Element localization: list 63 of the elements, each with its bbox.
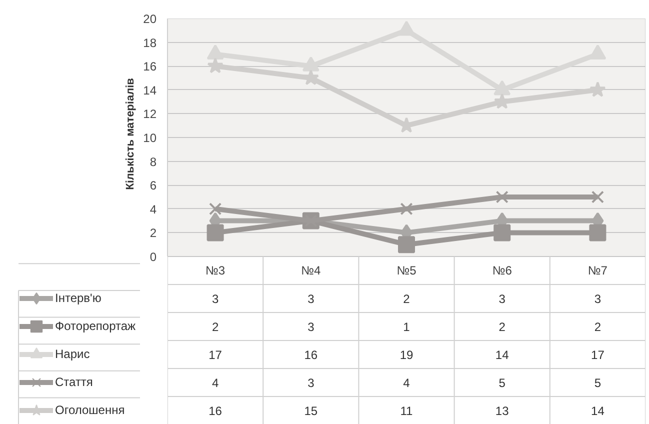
y-axis-title: Кількість матеріалів <box>124 78 136 190</box>
data-label: 5 <box>594 376 602 390</box>
point <box>207 58 224 74</box>
y-tick-label: 8 <box>150 154 157 169</box>
data-label: 3 <box>498 292 506 306</box>
point <box>206 224 224 242</box>
point <box>590 81 606 97</box>
legend-label: Фоторепортаж <box>55 318 136 335</box>
data-label: 16 <box>208 404 222 418</box>
data-label: 14 <box>495 348 510 362</box>
x-tick-label: №3 <box>206 264 226 278</box>
y-tick-label: 12 <box>143 107 157 122</box>
y-tick-label: 2 <box>150 226 157 240</box>
y-tick-label: 16 <box>143 60 157 74</box>
legend-label: Нарис <box>55 346 90 363</box>
legend-label: Стаття <box>55 374 93 391</box>
data-label: 2 <box>498 320 506 334</box>
data-label: 14 <box>591 404 605 418</box>
data-label: 4 <box>403 376 410 390</box>
point <box>302 70 320 86</box>
point <box>398 20 415 36</box>
data-label: 3 <box>594 292 602 306</box>
point <box>398 236 415 254</box>
y-tick-label: 0 <box>150 250 157 264</box>
x-tick-label: №7 <box>588 264 608 278</box>
data-label: 1 <box>403 320 410 334</box>
data-label: 15 <box>304 404 318 418</box>
data-label: 19 <box>400 348 414 362</box>
data-label: 5 <box>498 376 506 390</box>
y-tick-label: 14 <box>143 83 157 98</box>
data-label: 3 <box>308 320 315 334</box>
point <box>208 202 222 216</box>
y-tick-label: 6 <box>150 178 157 193</box>
y-tick-label: 18 <box>143 36 157 50</box>
data-label: 17 <box>591 348 605 362</box>
data-label: 3 <box>212 292 219 306</box>
data-label: 16 <box>304 348 318 362</box>
data-label: 11 <box>400 404 414 418</box>
x-tick-label: №4 <box>301 264 321 278</box>
point <box>589 224 606 242</box>
data-label: 4 <box>212 376 219 390</box>
data-label: 17 <box>208 348 222 362</box>
point <box>591 190 604 204</box>
point <box>302 56 320 72</box>
point <box>494 224 511 242</box>
y-tick-label: 20 <box>143 12 157 26</box>
data-label: 3 <box>308 376 315 390</box>
point <box>400 202 413 216</box>
point <box>494 80 511 96</box>
legend-label: Оголошення <box>55 402 125 419</box>
legend-label: Інтерв'ю <box>55 290 102 307</box>
x-tick-label: №6 <box>492 264 512 278</box>
data-label: 2 <box>594 320 602 334</box>
point <box>206 44 224 60</box>
data-label: 3 <box>308 292 315 306</box>
point <box>496 190 508 204</box>
point <box>589 44 606 60</box>
y-tick-label: 4 <box>150 202 157 216</box>
x-tick-label: №5 <box>396 264 417 278</box>
y-tick-label: 10 <box>143 131 157 145</box>
data-label: 2 <box>403 292 410 306</box>
data-label: 13 <box>495 404 510 418</box>
data-label: 2 <box>212 320 219 334</box>
